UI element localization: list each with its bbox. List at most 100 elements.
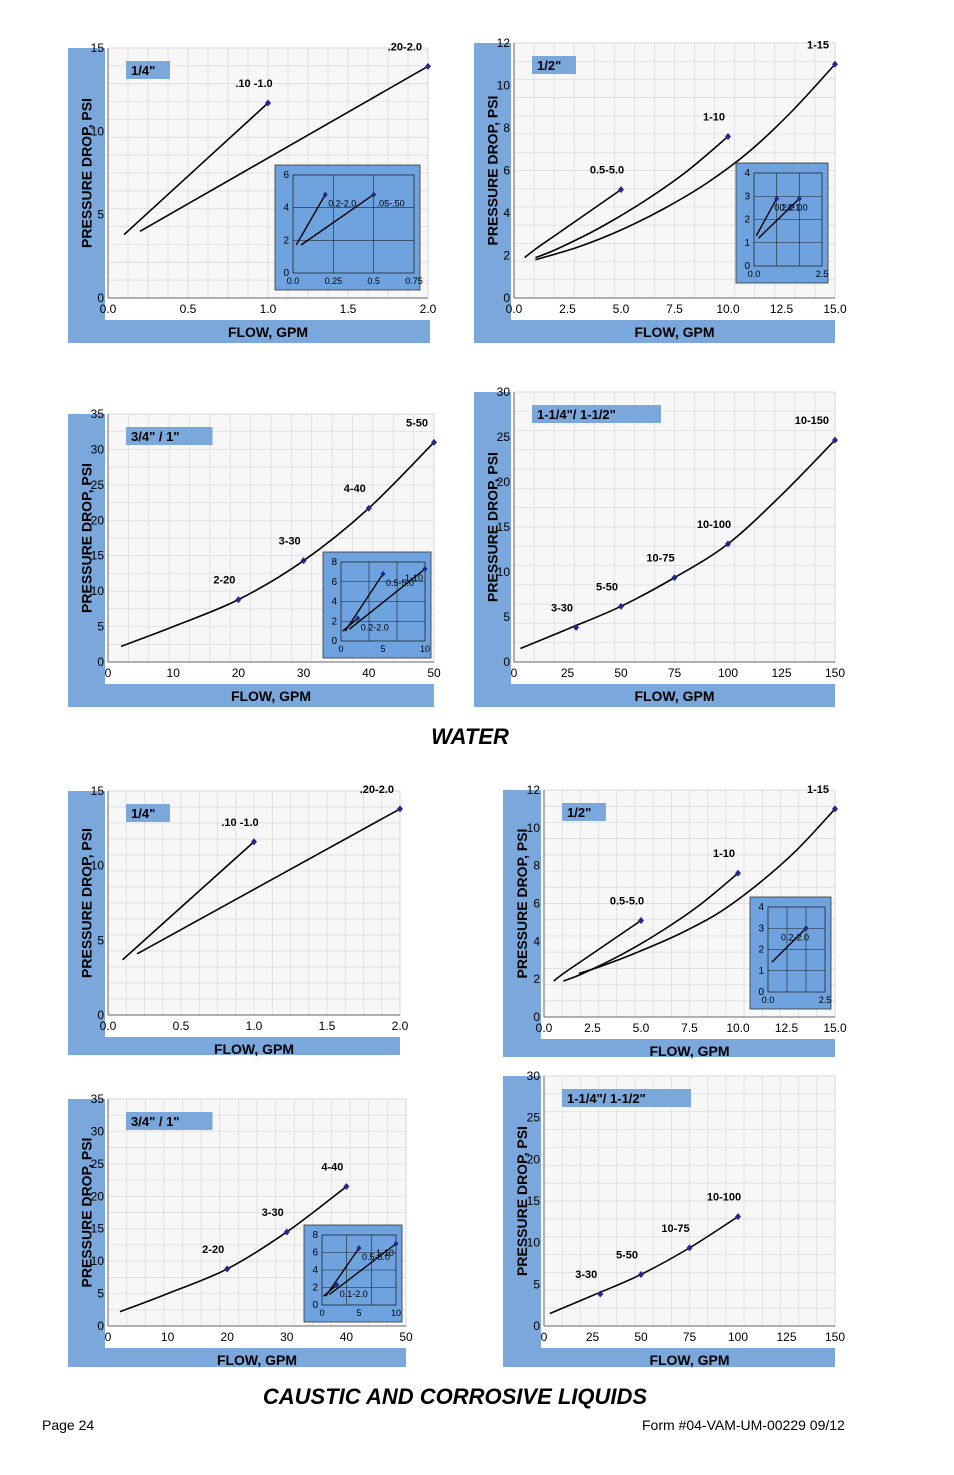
x-tick-label: 40 <box>362 666 376 680</box>
inset-y-tick: 0 <box>758 987 764 998</box>
data-label: 5-50 <box>406 417 428 429</box>
x-axis-label: FLOW, GPM <box>228 324 308 340</box>
inset-series-line <box>758 198 800 239</box>
inset-data-point <box>803 925 809 932</box>
y-axis-label: PRESSURE DROP, PSI <box>514 1126 530 1276</box>
y-tick-label: 5 <box>97 1287 104 1301</box>
inset-x-tick: 0.5 <box>367 276 380 286</box>
x-tick-label: 2.5 <box>584 1021 601 1035</box>
series-line <box>120 441 435 648</box>
x-tick-label: 15.0 <box>823 1021 847 1035</box>
y-tick-label: 30 <box>527 1069 541 1083</box>
inset-y-tick: 2 <box>331 616 337 627</box>
y-tick-label: 15 <box>91 1222 105 1236</box>
inset-y-tick: 4 <box>312 1265 318 1276</box>
inset-box <box>322 551 432 659</box>
x-axis-label: FLOW, GPM <box>649 1352 729 1368</box>
inset-series-line <box>344 573 384 632</box>
x-tick-label: 0.5 <box>173 1019 190 1033</box>
title-box <box>126 1112 213 1130</box>
data-label: 10-150 <box>795 415 829 427</box>
x-tick-label: 25 <box>586 1330 600 1344</box>
chart-water-half: 0.0 2.5 5.0 7.5 10.0 12.5 15.0 0 2 4 6 8 10 12 FLOW, G… <box>474 36 847 343</box>
inset-series-line <box>755 198 778 237</box>
inset-series-line <box>771 927 807 963</box>
inset-y-tick: 0 <box>744 261 750 272</box>
inset-y-tick: 0 <box>331 636 337 647</box>
series-line <box>139 65 429 233</box>
xlabel-band <box>503 1348 835 1367</box>
y-tick-label: 12 <box>497 36 511 50</box>
inset-x-tick: 10 <box>391 1308 401 1318</box>
data-point <box>300 557 307 565</box>
chart-title: 1/2" <box>537 58 561 73</box>
data-point <box>573 623 580 631</box>
x-tick-label: 0.0 <box>506 302 523 316</box>
ylabel-band <box>68 1099 105 1367</box>
inset-x-tick: 0.0 <box>748 269 761 279</box>
inset-series-line <box>348 568 426 630</box>
y-tick-label: 0 <box>97 1319 104 1333</box>
x-tick-label: 1.0 <box>246 1019 263 1033</box>
inset-box <box>303 1224 403 1323</box>
inset-series-line <box>323 1284 338 1297</box>
inset-y-tick: 2 <box>744 215 750 226</box>
x-axis-label: FLOW, GPM <box>231 688 311 704</box>
x-tick-label: 0.0 <box>536 1021 553 1035</box>
y-tick-label: 30 <box>497 385 511 399</box>
chart-svg: 0.0 0.5 1.0 1.5 2.0 0 5 10 15 FLOW, GPM PRESSURE D… <box>68 784 409 1057</box>
inset-data-point <box>380 570 386 577</box>
inset-y-tick: 2 <box>312 1283 318 1294</box>
data-point <box>832 60 838 68</box>
chart-title: 1-1/4"/ 1-1/2" <box>537 407 616 422</box>
chart-caustic-quarter: 0.0 0.5 1.0 1.5 2.0 0 5 10 15 FLOW, GPM PRESSURE D… <box>68 784 409 1057</box>
xlabel-band <box>68 1037 400 1055</box>
x-tick-label: 50 <box>427 666 441 680</box>
ylabel-band <box>503 1076 541 1367</box>
data-point <box>638 1270 644 1278</box>
inset-x-tick: 5 <box>380 644 385 654</box>
y-tick-label: 20 <box>497 475 511 489</box>
x-tick-label: 0.5 <box>180 302 197 316</box>
x-tick-label: 0 <box>105 1330 112 1344</box>
y-tick-label: 8 <box>503 121 510 135</box>
y-tick-label: 5 <box>503 610 510 624</box>
inset-y-tick: 3 <box>758 923 764 934</box>
ylabel-band <box>68 48 105 343</box>
y-tick-label: 2 <box>503 249 510 263</box>
inset-data-point <box>371 191 377 198</box>
x-tick-label: 2.5 <box>559 302 576 316</box>
x-tick-label: 12.5 <box>775 1021 799 1035</box>
inset-x-tick: 5 <box>356 1308 361 1318</box>
inset-x-tick: 0 <box>338 644 343 654</box>
y-axis-label: PRESSURE DROP, PSI <box>514 829 530 979</box>
water-section-title: WATER <box>431 724 509 749</box>
x-tick-label: 125 <box>776 1330 796 1344</box>
y-axis-label: PRESSURE DROP, PSI <box>79 828 95 978</box>
data-label: 3-30 <box>575 1269 597 1281</box>
data-point <box>725 133 731 140</box>
y-tick-label: 15 <box>497 520 511 534</box>
ylabel-band <box>503 790 541 1057</box>
inset-y-tick: 1 <box>744 238 750 249</box>
data-point <box>832 436 838 444</box>
data-label: 3-30 <box>262 1207 284 1219</box>
y-tick-label: 6 <box>533 897 540 911</box>
data-label: 10-100 <box>697 519 731 531</box>
x-tick-label: 10 <box>161 1330 175 1344</box>
series-line <box>578 808 836 975</box>
data-point <box>251 838 257 846</box>
x-axis-label: FLOW, GPM <box>649 1043 729 1059</box>
y-tick-label: 10 <box>91 124 105 138</box>
data-point <box>283 1228 290 1236</box>
x-tick-label: 50 <box>614 666 628 680</box>
inset-y-tick: 1 <box>758 966 764 977</box>
x-tick-label: 25 <box>561 666 575 680</box>
x-tick-label: 7.5 <box>681 1021 698 1035</box>
inset-series-label: 0.2-2.0 <box>328 199 356 209</box>
inset-plot <box>292 174 415 274</box>
inset-y-tick: 3 <box>744 191 750 202</box>
title-box <box>532 56 576 74</box>
